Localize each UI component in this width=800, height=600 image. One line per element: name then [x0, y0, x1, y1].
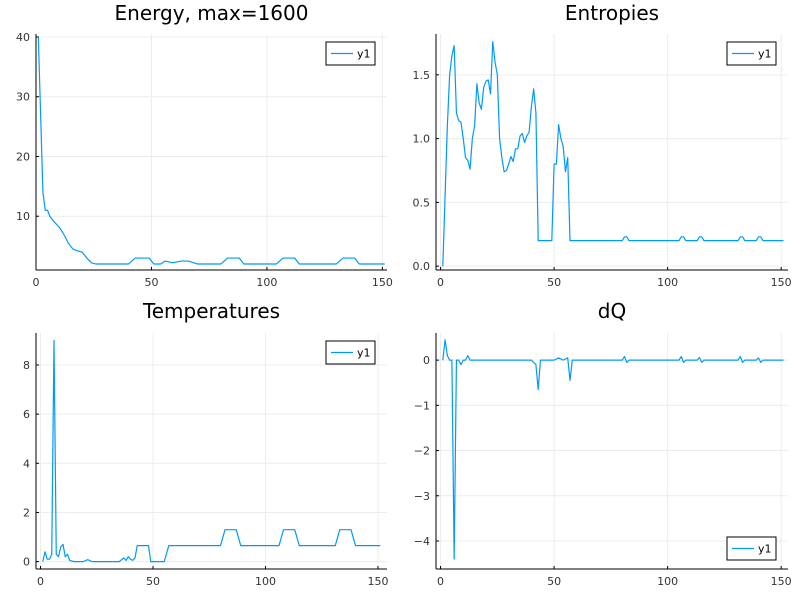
y-tick-label: 1.0	[413, 133, 431, 146]
y-tick-label: 0.0	[413, 260, 431, 273]
chart-title: Energy, max=1600	[115, 1, 309, 25]
x-tick-label: 100	[256, 276, 277, 289]
legend-label: y1	[758, 48, 772, 61]
y-tick-label: −4	[414, 535, 430, 548]
y-tick-label: 40	[16, 31, 30, 44]
x-tick-label: 0	[37, 575, 44, 588]
x-tick-label: 50	[547, 575, 561, 588]
chart-panel: 0 50 100 150 10 20 30 40 Energy, max=1600 y1	[16, 1, 393, 289]
chart-panel: 0 50 100 150 0 2 4 6 8 Temperatures y1	[23, 299, 389, 588]
chart-title: dQ	[598, 299, 626, 323]
series-line	[42, 339, 381, 563]
x-tick-label: 150	[372, 276, 393, 289]
y-tick-label: −1	[414, 399, 430, 412]
series-line	[442, 339, 784, 560]
chart-title: Entropies	[565, 1, 659, 25]
legend: y1	[325, 340, 376, 365]
y-tick-label: 2	[23, 506, 30, 519]
legend-label: y1	[357, 48, 371, 61]
x-tick-label: 50	[146, 575, 160, 588]
legend-label: y1	[758, 543, 772, 556]
series-line	[442, 41, 784, 267]
x-tick-label: 100	[657, 575, 678, 588]
x-tick-label: 0	[437, 575, 444, 588]
y-tick-label: 0	[423, 354, 430, 367]
y-tick-label: 0	[23, 556, 30, 569]
y-tick-label: 10	[16, 210, 30, 223]
chart-title: Temperatures	[142, 299, 280, 323]
x-tick-label: 150	[368, 575, 389, 588]
x-tick-label: 0	[437, 276, 444, 289]
y-tick-label: 30	[16, 91, 30, 104]
y-tick-label: 4	[23, 457, 30, 470]
x-tick-label: 50	[547, 276, 561, 289]
x-tick-label: 50	[144, 276, 158, 289]
y-tick-label: 1.5	[413, 69, 431, 82]
chart-panel: 0 50 100 150 0 −1 −2 −3 −4 dQ y1	[414, 299, 792, 588]
y-tick-label: 6	[23, 408, 30, 421]
legend: y1	[325, 41, 376, 66]
y-tick-label: 20	[16, 150, 30, 163]
y-tick-label: −3	[414, 490, 430, 503]
x-tick-label: 100	[255, 575, 276, 588]
x-tick-label: 150	[771, 575, 792, 588]
legend-label: y1	[357, 347, 371, 360]
chart-panel: 0 50 100 150 0.0 0.5 1.0 1.5 Entropies y1	[413, 1, 792, 289]
x-tick-label: 100	[657, 276, 678, 289]
x-tick-label: 0	[33, 276, 40, 289]
y-tick-label: 0.5	[413, 196, 431, 209]
legend: y1	[726, 41, 777, 66]
legend: y1	[726, 536, 777, 561]
y-tick-label: −2	[414, 445, 430, 458]
x-tick-label: 150	[771, 276, 792, 289]
y-tick-label: 8	[23, 359, 30, 372]
series-line	[37, 36, 385, 265]
